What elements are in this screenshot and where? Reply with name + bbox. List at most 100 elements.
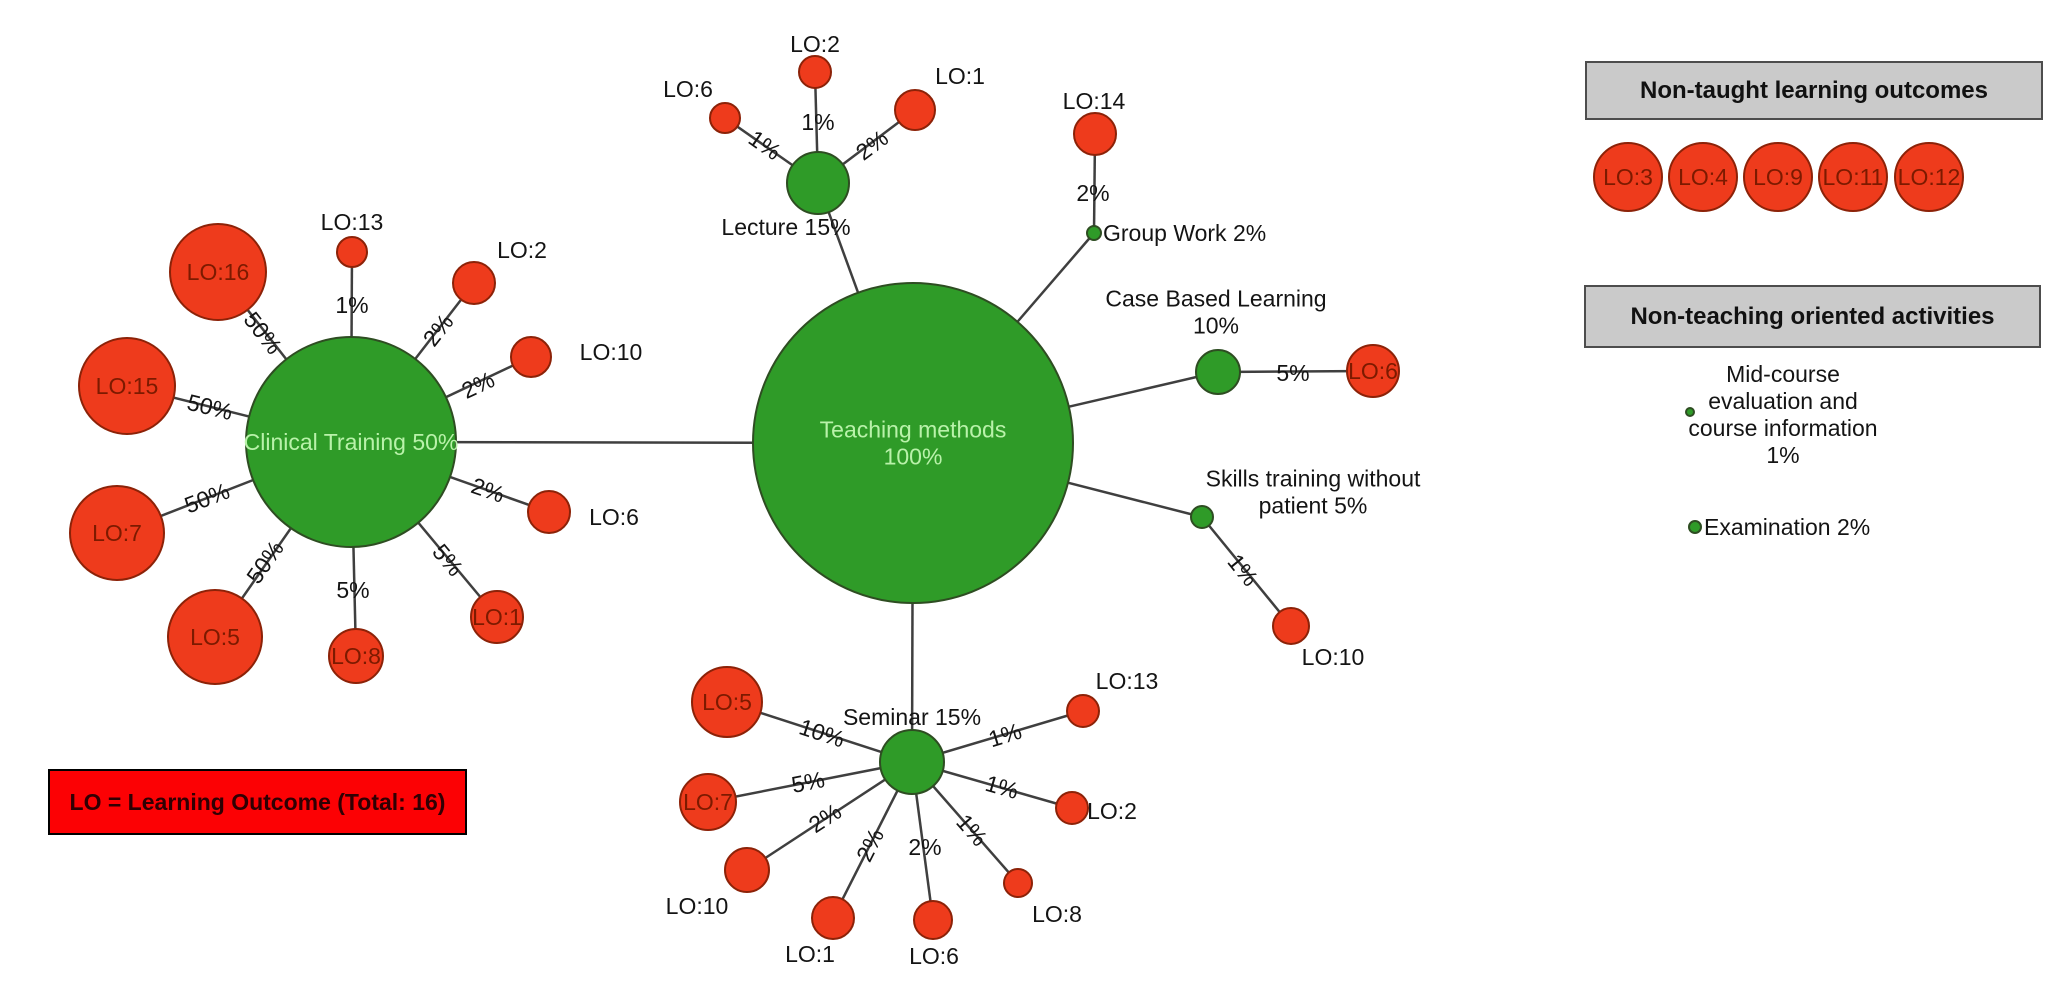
node-c2 <box>452 261 496 305</box>
node-gwork <box>1086 225 1102 241</box>
float-label-10-case-based-learning: Case Based Learning 10% <box>1105 286 1326 339</box>
edge-percent-clinical-c8: 5% <box>336 577 369 603</box>
edge-percent-seminar-se5: 10% <box>796 714 848 753</box>
node-label-teaching: Teaching methods 100% <box>820 417 1007 470</box>
float-label-3-lo-6: LO:6 <box>589 504 639 530</box>
node-se7 <box>679 773 737 831</box>
float-label-16-lo-6: LO:6 <box>909 943 959 969</box>
node-nt11 <box>1818 142 1888 212</box>
node-c10 <box>510 336 552 378</box>
node-midcourse-dot <box>1685 407 1695 417</box>
edge-percent-lecture-l2: 1% <box>801 109 834 135</box>
float-label-13-seminar-15-: Seminar 15% <box>843 704 981 730</box>
node-nt3 <box>1593 142 1663 212</box>
float-label-6-lo-1: LO:1 <box>935 63 985 89</box>
edge-percent-clinical-c10: 2% <box>457 366 498 404</box>
node-c15 <box>78 337 176 435</box>
node-exam-dot <box>1688 520 1702 534</box>
float-label-0-lo-13: LO:13 <box>321 209 384 235</box>
float-label-9-group-work-2-: Group Work 2% <box>1103 220 1266 246</box>
edge-percent-clinical-c13: 1% <box>335 292 368 318</box>
float-label-1-lo-2: LO:2 <box>497 237 547 263</box>
edge-percent-seminar-se1: 2% <box>851 824 889 865</box>
node-c6 <box>527 490 571 534</box>
node-nt12 <box>1894 142 1964 212</box>
float-label-12-lo-10: LO:10 <box>1302 644 1365 670</box>
edge-percent-seminar-se7: 5% <box>789 766 827 798</box>
edge-skills-s10 <box>1201 516 1292 627</box>
float-label-2-lo-10: LO:10 <box>580 339 643 365</box>
node-se6 <box>913 900 953 940</box>
node-cbl <box>1195 349 1241 395</box>
edge-percent-seminar-se2: 1% <box>982 770 1021 804</box>
node-se5 <box>691 666 763 738</box>
node-se8 <box>1003 868 1033 898</box>
node-label-cb6: LO:6 <box>1348 358 1398 384</box>
examination-label: Examination 2% <box>1704 514 1871 540</box>
node-label-nt4: LO:4 <box>1678 164 1728 190</box>
node-clinical <box>245 336 457 548</box>
node-teaching <box>752 282 1074 604</box>
float-label-19-lo-13: LO:13 <box>1096 668 1159 694</box>
edge-percent-seminar-se10: 2% <box>804 798 846 838</box>
non-taught-outcomes-header: Non-taught learning outcomes <box>1585 61 2043 120</box>
edge-percent-lecture-l6: 1% <box>744 125 786 165</box>
float-label-8-lo-14: LO:14 <box>1063 88 1126 114</box>
edge-percent-clinical-c5: 50% <box>241 536 289 589</box>
non-taught-outcomes-title: Non-taught learning outcomes <box>1640 76 1988 104</box>
node-c1 <box>470 590 524 644</box>
node-c16 <box>169 223 267 321</box>
node-label-c7: LO:7 <box>92 520 142 546</box>
float-label-14-lo-10: LO:10 <box>666 893 729 919</box>
node-se2 <box>1055 791 1089 825</box>
float-label-4-lo-6: LO:6 <box>663 76 713 102</box>
node-l2 <box>798 55 832 89</box>
edge-percent-clinical-c7: 50% <box>181 478 233 519</box>
non-teaching-activities-title: Non-teaching oriented activities <box>1630 302 1995 330</box>
node-label-clinical: Clinical Training 50% <box>244 429 459 455</box>
float-label-7-lecture-15-: Lecture 15% <box>721 214 850 240</box>
node-se1 <box>811 896 855 940</box>
node-c7 <box>69 485 165 581</box>
node-label-nt9: LO:9 <box>1753 164 1803 190</box>
node-label-c1: LO:1 <box>472 604 522 630</box>
node-lo14 <box>1073 112 1117 156</box>
node-label-c8: LO:8 <box>331 643 381 669</box>
lo-legend-text: LO = Learning Outcome (Total: 16) <box>69 788 446 815</box>
node-nt9 <box>1743 142 1813 212</box>
non-teaching-activities-header: Non-teaching oriented activities <box>1584 285 2041 348</box>
float-label-15-lo-1: LO:1 <box>785 941 835 967</box>
node-skills <box>1190 505 1214 529</box>
node-label-nt12: LO:12 <box>1898 164 1961 190</box>
lo-legend-box: LO = Learning Outcome (Total: 16) <box>48 769 467 835</box>
node-seminar <box>879 729 945 795</box>
node-nt4 <box>1668 142 1738 212</box>
node-label-se7: LO:7 <box>683 789 733 815</box>
node-label-c15: LO:15 <box>96 373 159 399</box>
node-label-nt11: LO:11 <box>1823 164 1884 190</box>
edge-percent-clinical-c6: 2% <box>468 472 508 507</box>
edge-percent-cbl-cb6: 5% <box>1276 360 1309 386</box>
float-label-18-lo-2: LO:2 <box>1087 798 1137 824</box>
node-label-se5: LO:5 <box>702 689 752 715</box>
node-c5 <box>167 589 263 685</box>
node-l6 <box>709 102 741 134</box>
edge-percent-seminar-se13: 1% <box>985 718 1024 753</box>
node-l1 <box>894 89 936 131</box>
edge-percent-clinical-c15: 50% <box>185 389 236 425</box>
float-label-5-lo-2: LO:2 <box>790 31 840 57</box>
edge-percent-clinical-c2: 2% <box>418 309 459 351</box>
edge-percent-gwork-lo14: 2% <box>1076 180 1109 206</box>
node-label-nt3: LO:3 <box>1603 164 1653 190</box>
edge-percent-seminar-se6: 2% <box>908 834 941 860</box>
node-c13 <box>336 236 368 268</box>
node-se13 <box>1066 694 1100 728</box>
edge-seminar-se7 <box>707 760 913 804</box>
float-label-11-skills-training-without: Skills training without patient 5% <box>1206 466 1421 519</box>
node-lecture <box>786 151 850 215</box>
node-c8 <box>328 628 384 684</box>
float-label-17-lo-8: LO:8 <box>1032 901 1082 927</box>
node-label-c5: LO:5 <box>190 624 240 650</box>
node-s10 <box>1272 607 1310 645</box>
